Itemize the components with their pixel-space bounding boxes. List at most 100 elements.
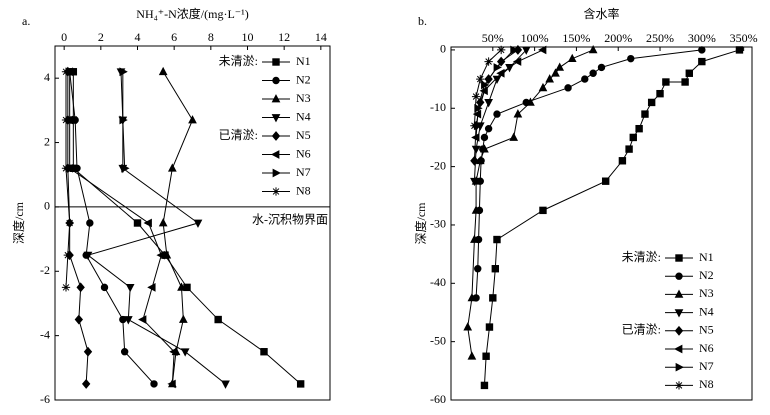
legend-label: N2 [699, 268, 714, 282]
data-point [618, 157, 627, 165]
data-point [627, 54, 635, 63]
data-point [178, 314, 188, 323]
data-point [551, 68, 560, 77]
data-point [493, 110, 501, 118]
data-point [121, 163, 130, 173]
data-point [485, 323, 494, 331]
data-point [158, 66, 168, 76]
data-point [61, 115, 71, 125]
data-point [169, 347, 178, 357]
y-tick-label: -2 [40, 263, 50, 277]
data-point [167, 163, 177, 172]
data-point [475, 155, 485, 165]
data-point [471, 133, 480, 142]
data-point [463, 322, 473, 331]
series-line [475, 49, 544, 138]
data-point [123, 316, 133, 325]
legend-label: N4 [699, 304, 714, 318]
series-line [475, 49, 702, 298]
data-point [147, 283, 156, 292]
data-point [662, 78, 670, 86]
data-point [493, 63, 502, 72]
data-point [538, 45, 547, 55]
data-point [472, 109, 482, 119]
data-point [480, 381, 489, 390]
legend-label: N3 [699, 286, 714, 300]
data-point [539, 206, 547, 215]
data-point [474, 265, 482, 273]
data-point [125, 283, 135, 293]
data-point [86, 219, 94, 227]
legend-label: N3 [296, 91, 311, 105]
data-point [629, 133, 637, 142]
legend-label: N2 [296, 72, 311, 86]
series-line [65, 71, 71, 288]
data-point [188, 115, 197, 124]
legend-group-label: 未清淤: [622, 250, 661, 264]
data-point [484, 57, 493, 66]
legend-group-label: 已清淤: [219, 128, 258, 142]
x-tick-label: 200% [604, 31, 632, 45]
data-point [156, 250, 165, 260]
data-point [120, 348, 129, 356]
legend-group-label: 已清淤: [622, 323, 661, 337]
y-tick-label: -4 [40, 327, 50, 341]
marker [674, 325, 684, 336]
data-point [656, 89, 664, 98]
data-point [143, 218, 152, 228]
x-tick-label: 350% [730, 31, 758, 45]
data-point [698, 57, 706, 66]
series-line [162, 71, 194, 384]
legend-label: N8 [296, 183, 311, 197]
data-point [479, 86, 488, 96]
marker [675, 362, 684, 372]
data-point [470, 177, 479, 187]
data-point [167, 379, 176, 389]
data-point [491, 265, 500, 273]
x-tick-label: 0 [61, 30, 67, 44]
legend-label: N5 [699, 323, 714, 337]
panel-label: b. [418, 14, 427, 28]
marker [271, 131, 281, 141]
data-point [681, 78, 689, 86]
data-point [512, 57, 522, 66]
y-tick-label: -50 [430, 333, 446, 347]
marker [272, 76, 280, 85]
data-point [567, 53, 577, 63]
marker [271, 150, 280, 159]
data-point [162, 250, 172, 259]
data-point [76, 282, 85, 293]
data-point [480, 144, 489, 153]
data-point [545, 74, 555, 83]
data-point [83, 251, 93, 261]
marker [271, 187, 281, 196]
y-tick-label: 2 [44, 134, 50, 148]
marker [674, 381, 684, 390]
marker [272, 58, 280, 66]
data-point [589, 69, 597, 77]
y-tick-label: -10 [430, 100, 446, 114]
y-tick-label: 0 [44, 199, 50, 213]
data-point [158, 218, 168, 227]
x-tick-label: 300% [688, 31, 716, 45]
data-point [81, 378, 91, 389]
x-tick-label: 50% [482, 31, 504, 45]
data-point [484, 99, 493, 108]
data-point [467, 292, 477, 302]
marker [271, 94, 281, 103]
data-point [601, 177, 610, 185]
data-point [470, 234, 479, 243]
data-point [138, 315, 147, 324]
data-point [177, 282, 186, 291]
data-point [538, 82, 548, 92]
data-point [260, 348, 268, 356]
data-point [493, 235, 501, 244]
data-point [63, 251, 72, 260]
legend-label: N1 [699, 250, 714, 264]
legend-label: N8 [699, 377, 714, 391]
data-point [588, 44, 598, 54]
data-point [497, 45, 506, 55]
data-point [214, 315, 222, 324]
data-point [61, 164, 71, 173]
marker [674, 344, 683, 354]
